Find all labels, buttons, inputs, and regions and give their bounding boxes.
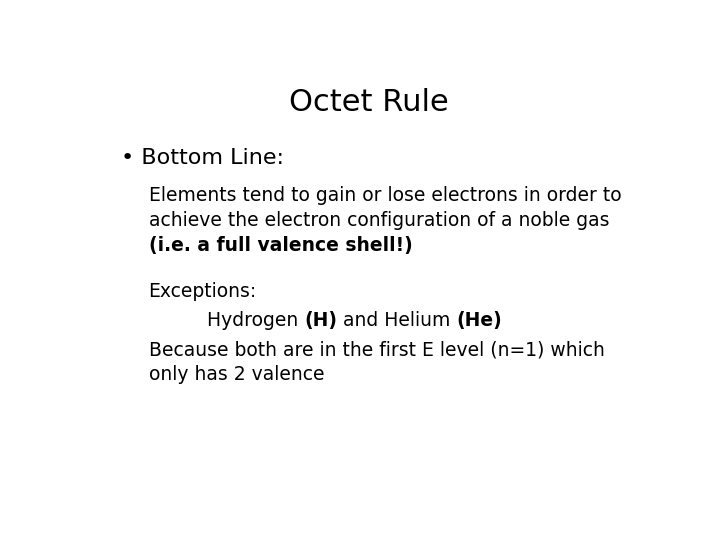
Text: (i.e. a full valence shell!): (i.e. a full valence shell!) [148, 236, 413, 255]
Text: • Bottom Line:: • Bottom Line: [121, 148, 284, 168]
Text: only has 2 valence: only has 2 valence [148, 365, 324, 384]
Text: Elements tend to gain or lose electrons in order to: Elements tend to gain or lose electrons … [148, 186, 621, 205]
Text: (He): (He) [456, 311, 503, 330]
Text: Hydrogen: Hydrogen [207, 311, 305, 330]
Text: (H): (H) [305, 311, 338, 330]
Text: Exceptions:: Exceptions: [148, 282, 257, 301]
Text: and Helium: and Helium [338, 311, 456, 330]
Text: Octet Rule: Octet Rule [289, 87, 449, 117]
Text: achieve the electron configuration of a noble gas: achieve the electron configuration of a … [148, 211, 609, 230]
Text: Because both are in the first E level (n=1) which: Because both are in the first E level (n… [148, 340, 605, 359]
